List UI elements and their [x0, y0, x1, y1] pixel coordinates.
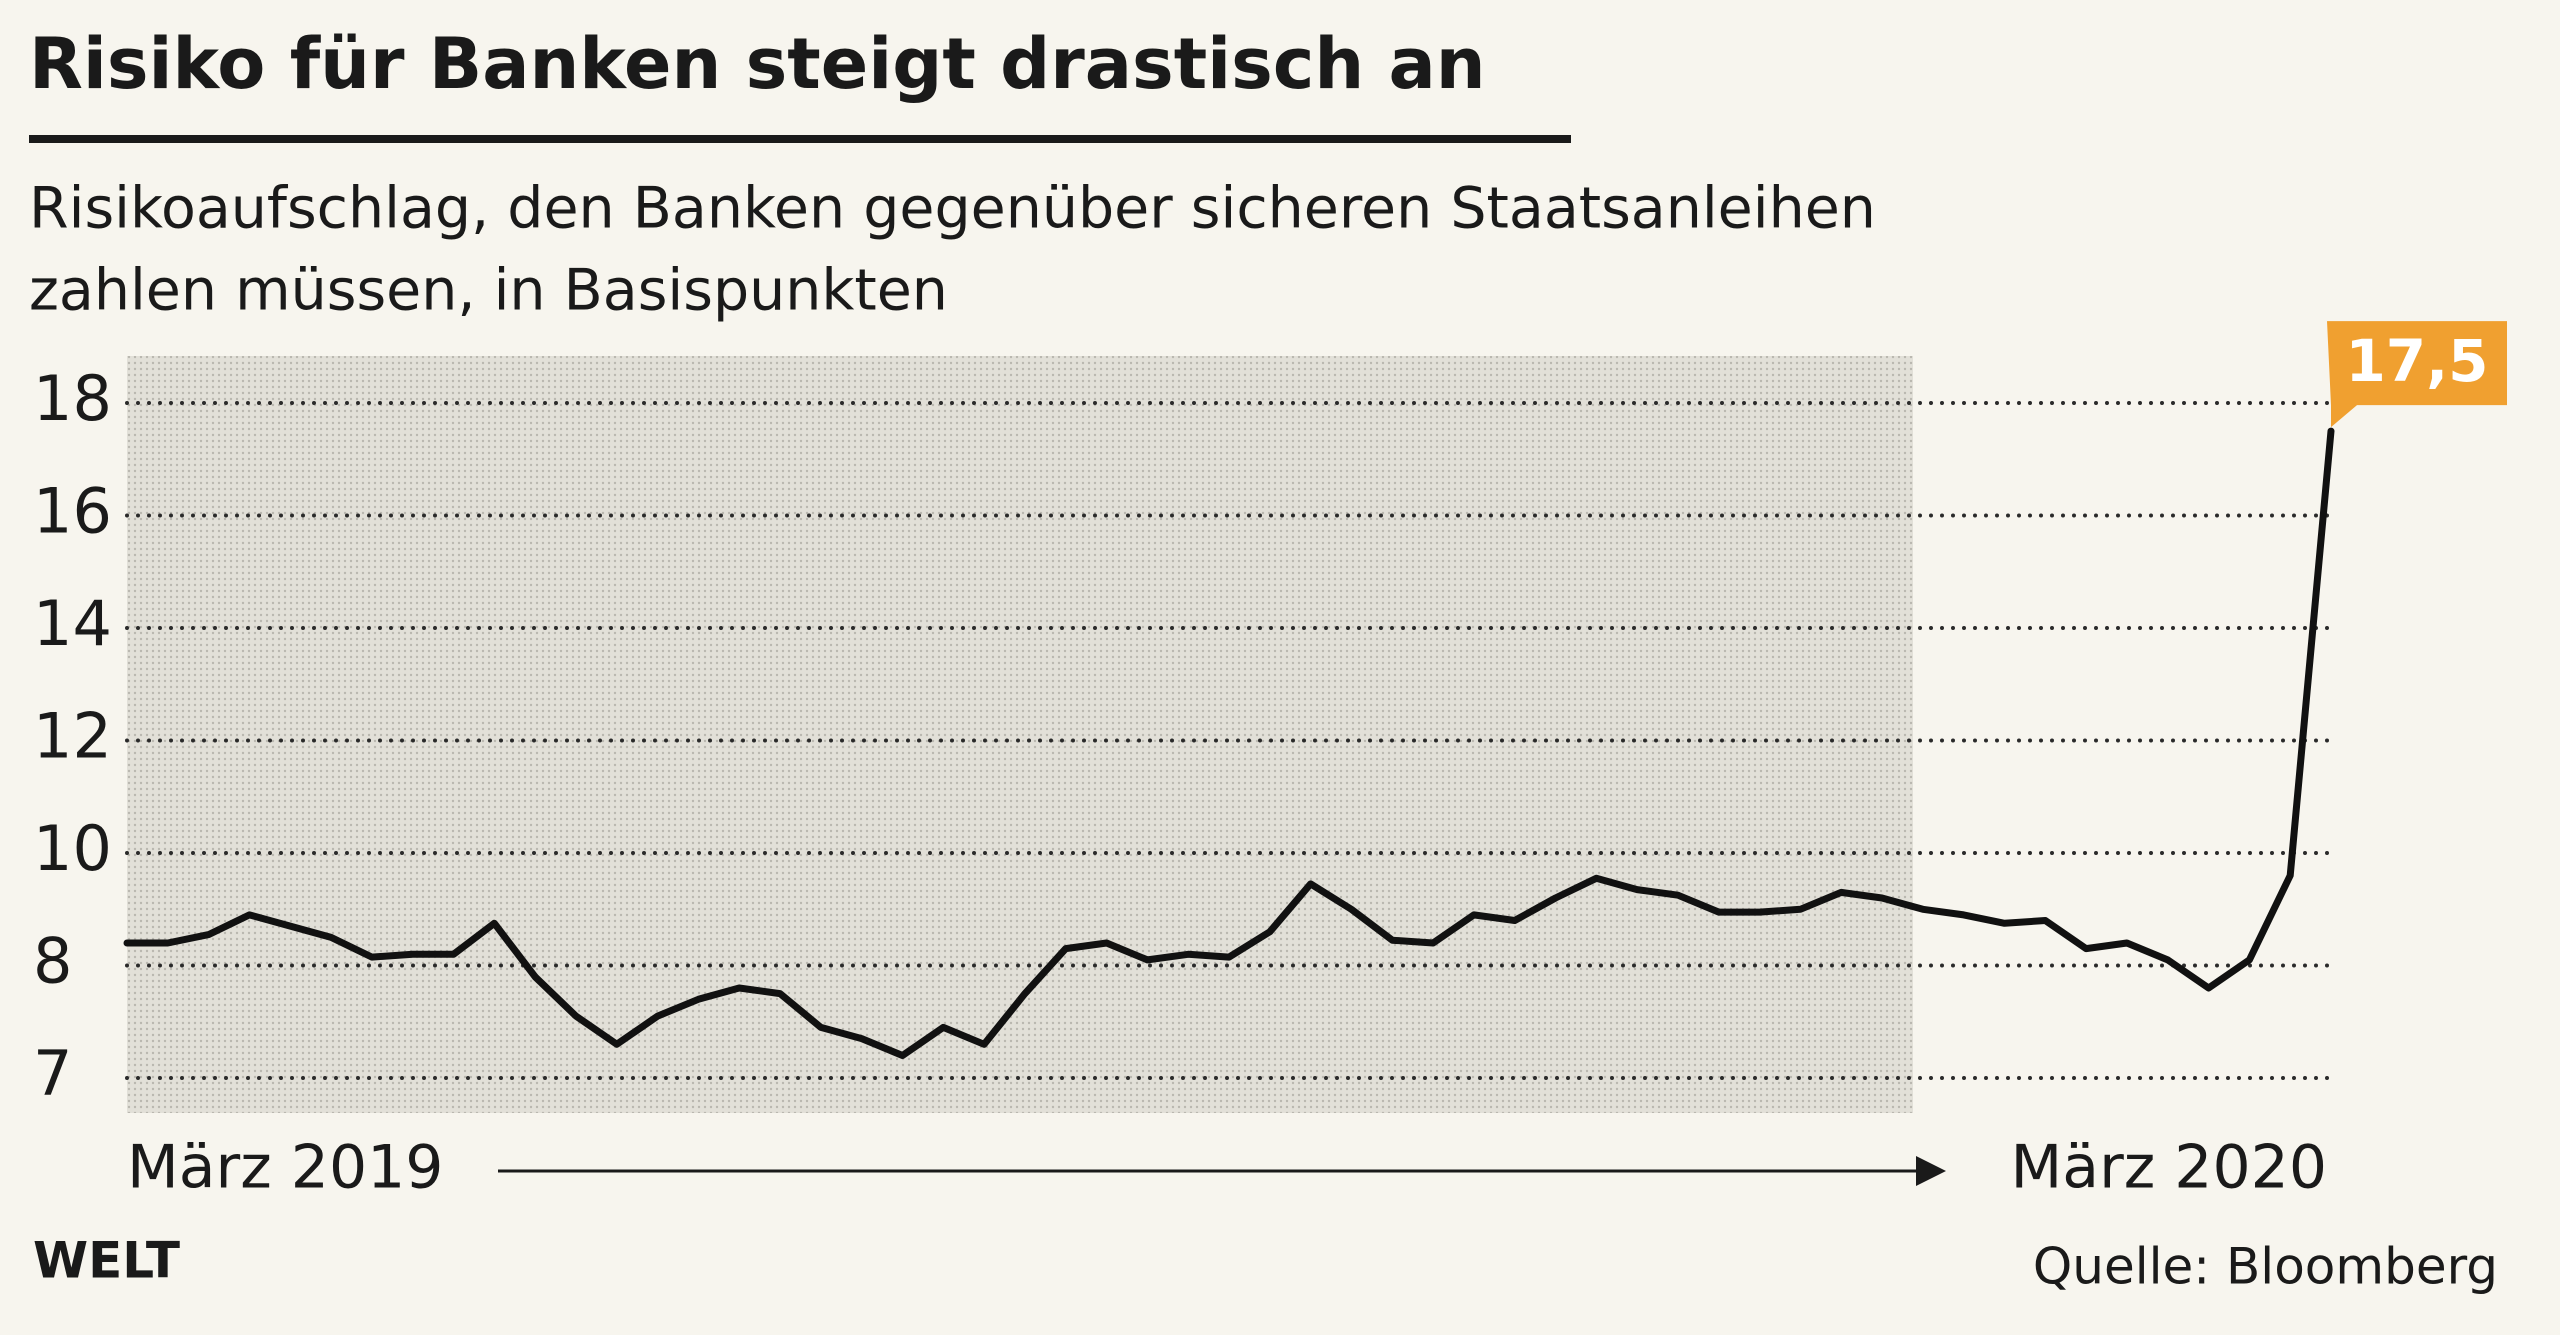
source: Quelle: Bloomberg [2033, 1238, 2498, 1296]
brand: WELT [33, 1232, 180, 1290]
annotation-label: 17,5 [2345, 327, 2488, 395]
subtitle: Risikoaufschlag, den Banken gegenüber si… [29, 176, 1876, 242]
annotation-box [2327, 321, 2507, 428]
y-tick-label: 7 [33, 1037, 72, 1110]
title-rule [29, 135, 1571, 143]
y-tick-label: 10 [33, 812, 112, 885]
y-tick-label: 18 [33, 362, 112, 435]
x-label: März 2019 [127, 1133, 443, 1203]
y-tick-label: 12 [33, 700, 112, 773]
y-tick-label: 16 [33, 475, 112, 548]
shaded-area [127, 356, 1913, 1113]
y-tick-label: 14 [33, 587, 112, 660]
chart-title: Risiko für Banken steigt drastisch an [29, 23, 1486, 105]
y-tick-label: 8 [33, 925, 72, 998]
subtitle: zahlen müssen, in Basispunkten [29, 258, 948, 324]
data-line [123, 427, 2335, 1059]
x-label: März 2020 [2011, 1133, 2327, 1203]
